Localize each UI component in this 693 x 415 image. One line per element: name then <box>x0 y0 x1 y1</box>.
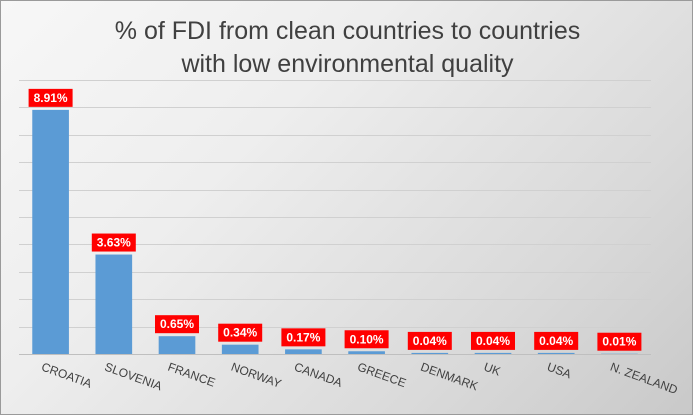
data-label: 3.63% <box>97 236 131 250</box>
data-label: 0.17% <box>286 330 320 344</box>
x-tick-label: USA <box>545 360 573 382</box>
x-tick-label: N. ZEALAND <box>608 360 680 397</box>
data-label: 0.04% <box>413 334 447 348</box>
bar-denmark <box>411 352 449 354</box>
data-label: 0.65% <box>160 317 194 331</box>
x-tick-label: CANADA <box>292 360 344 390</box>
bar-croatia <box>32 109 69 354</box>
bar-slovenia <box>95 254 133 354</box>
data-label: 0.04% <box>539 334 573 348</box>
x-tick-label: NORWAY <box>229 360 283 391</box>
chart-title: % of FDI from clean countries to countri… <box>114 17 581 78</box>
data-label-box <box>28 88 73 107</box>
data-label: 0.34% <box>223 326 257 340</box>
data-label: 8.91% <box>34 91 68 105</box>
data-label: 0.10% <box>350 332 384 346</box>
data-label-box <box>281 328 326 347</box>
data-label-box <box>597 332 642 351</box>
x-tick-label: CROATIA <box>40 360 94 391</box>
x-tick-label: SLOVENIA <box>103 360 164 394</box>
bar-canada <box>285 349 322 354</box>
bar-greece <box>348 351 385 354</box>
x-tick-label: FRANCE <box>166 360 217 390</box>
bar-usa <box>537 352 575 354</box>
data-label-box <box>534 331 579 350</box>
bar-france <box>158 336 196 354</box>
data-label-box <box>471 331 515 350</box>
data-label-box <box>344 330 389 349</box>
data-label: 0.01% <box>602 335 636 349</box>
data-label-box <box>407 331 452 350</box>
x-tick-label: UK <box>482 360 502 379</box>
x-tick-label: GREECE <box>356 360 408 390</box>
bar-norway <box>221 344 259 354</box>
bar-uk <box>474 352 512 354</box>
data-label-box <box>155 315 199 334</box>
data-label-box <box>91 233 136 252</box>
data-label-box <box>218 323 263 342</box>
x-tick-label: DENMARK <box>419 360 480 394</box>
data-label: 0.04% <box>476 334 510 348</box>
